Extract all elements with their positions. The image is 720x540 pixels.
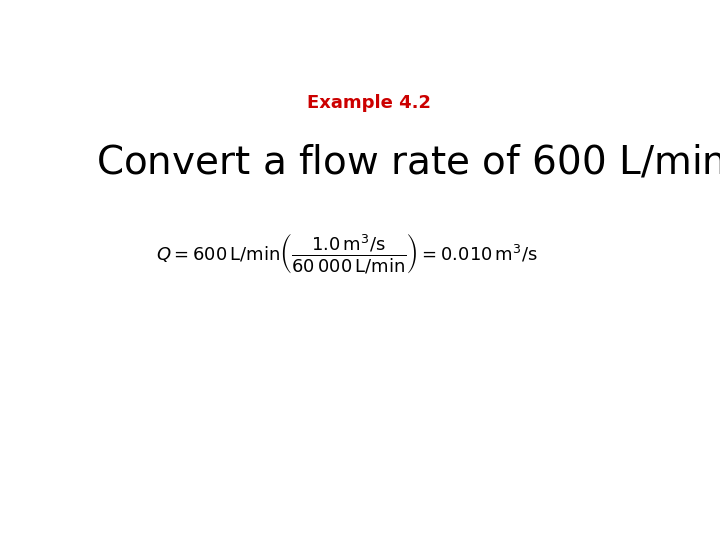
Text: $Q = 600\,\mathrm{L/min}\left(\dfrac{1.0\,\mathrm{m^3/s}}{60\,000\,\mathrm{L/min: $Q = 600\,\mathrm{L/min}\left(\dfrac{1.0… [156, 231, 538, 275]
Text: Convert a flow rate of 600 L/min to m$^3$/s.: Convert a flow rate of 600 L/min to m$^3… [96, 140, 720, 183]
Text: Example 4.2: Example 4.2 [307, 94, 431, 112]
